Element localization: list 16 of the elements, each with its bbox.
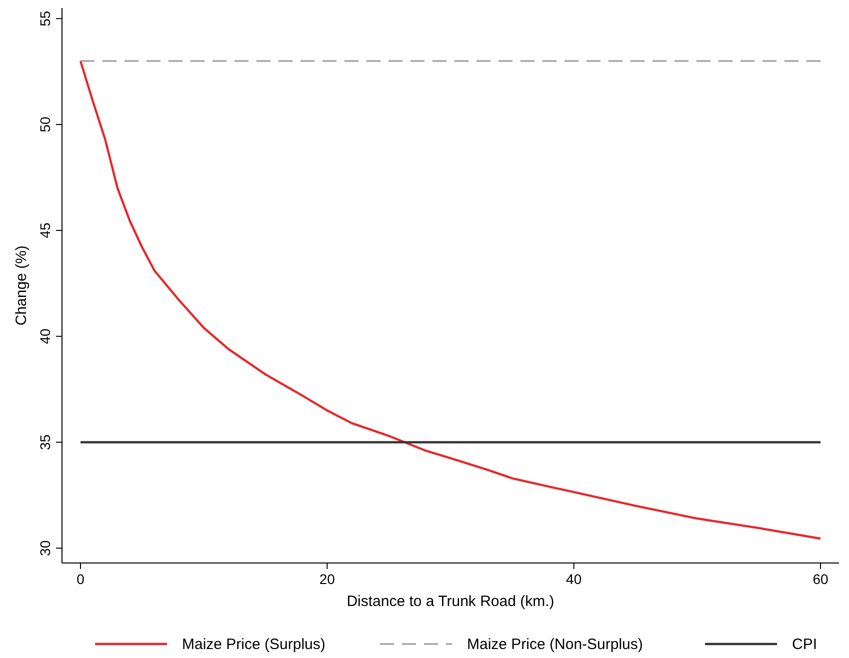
legend-label: CPI: [792, 636, 818, 653]
y-tick-label: 50: [37, 116, 53, 132]
x-tick-label: 40: [566, 571, 582, 587]
y-tick-label: 40: [37, 328, 53, 344]
y-tick-label: 45: [37, 222, 53, 238]
x-tick-label: 60: [812, 571, 828, 587]
legend-label: Maize Price (Surplus): [182, 636, 326, 653]
x-tick-label: 0: [76, 571, 85, 587]
y-tick-label: 55: [37, 10, 53, 26]
x-axis-title: Distance to a Trunk Road (km.): [346, 593, 554, 610]
y-tick-label: 35: [37, 434, 53, 450]
y-tick-label: 30: [37, 540, 53, 556]
x-tick-label: 20: [319, 571, 336, 587]
line-series: [79, 60, 822, 540]
y-axis-title: Change (%): [13, 245, 30, 326]
legend-label: Maize Price (Non-Surplus): [467, 636, 643, 653]
